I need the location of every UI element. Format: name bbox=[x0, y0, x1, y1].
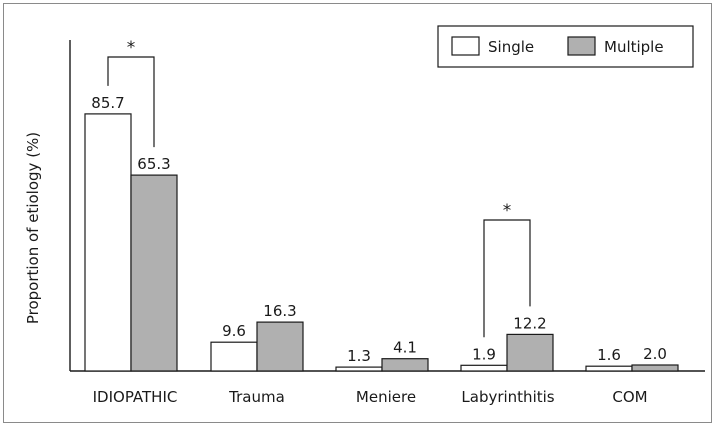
legend-swatch-single bbox=[451, 36, 480, 56]
data-label-com-single: 1.6 bbox=[597, 346, 621, 364]
data-label-labyrinthitis-multiple: 12.2 bbox=[513, 314, 546, 332]
x-tick-com: COM bbox=[612, 388, 647, 406]
bar-idiopathic-multiple bbox=[130, 174, 178, 372]
bar-com-multiple bbox=[631, 364, 679, 372]
significance-bracket-labyrinthitis bbox=[483, 219, 531, 338]
x-tick-labels: IDIOPATHIC Trauma Meniere Labyrinthitis COM bbox=[93, 388, 648, 406]
bar-meniere-single bbox=[335, 366, 383, 372]
significance-star-labyrinthitis: * bbox=[503, 201, 512, 221]
data-labels: 85.7 65.3 9.6 16.3 1.3 4.1 1.9 12.2 1.6 2.0 bbox=[91, 94, 667, 365]
bar-idiopathic-single bbox=[84, 113, 132, 372]
legend-label-single: Single bbox=[488, 38, 534, 56]
data-label-trauma-multiple: 16.3 bbox=[263, 302, 296, 320]
bar-trauma-multiple bbox=[256, 321, 304, 372]
bar-labyrinthitis-single bbox=[460, 364, 508, 372]
legend-label-multiple: Multiple bbox=[604, 38, 664, 56]
bar-meniere-multiple bbox=[381, 358, 429, 372]
y-axis-label: Proportion of etiology (%) bbox=[24, 132, 42, 324]
data-label-com-multiple: 2.0 bbox=[643, 345, 667, 363]
x-tick-meniere: Meniere bbox=[356, 388, 416, 406]
legend-box bbox=[437, 25, 694, 68]
legend: Single Multiple bbox=[437, 25, 694, 68]
data-label-labyrinthitis-single: 1.9 bbox=[472, 345, 496, 363]
bar-labyrinthitis-multiple bbox=[506, 333, 554, 372]
data-label-meniere-single: 1.3 bbox=[347, 347, 371, 365]
x-tick-trauma: Trauma bbox=[228, 388, 285, 406]
significance-star-idiopathic: * bbox=[127, 38, 136, 58]
data-label-trauma-single: 9.6 bbox=[222, 322, 246, 340]
significance-markers: ** bbox=[107, 38, 531, 338]
significance-bracket-idiopathic bbox=[107, 56, 155, 148]
x-tick-labyrinthitis: Labyrinthitis bbox=[461, 388, 554, 406]
bars bbox=[84, 113, 679, 372]
bar-trauma-single bbox=[210, 341, 258, 372]
legend-swatch-multiple bbox=[567, 36, 596, 56]
data-label-idiopathic-single: 85.7 bbox=[91, 94, 124, 112]
data-label-meniere-multiple: 4.1 bbox=[393, 339, 417, 357]
bar-com-single bbox=[585, 365, 633, 372]
data-label-idiopathic-multiple: 65.3 bbox=[137, 155, 170, 173]
x-tick-idiopathic: IDIOPATHIC bbox=[93, 388, 178, 406]
